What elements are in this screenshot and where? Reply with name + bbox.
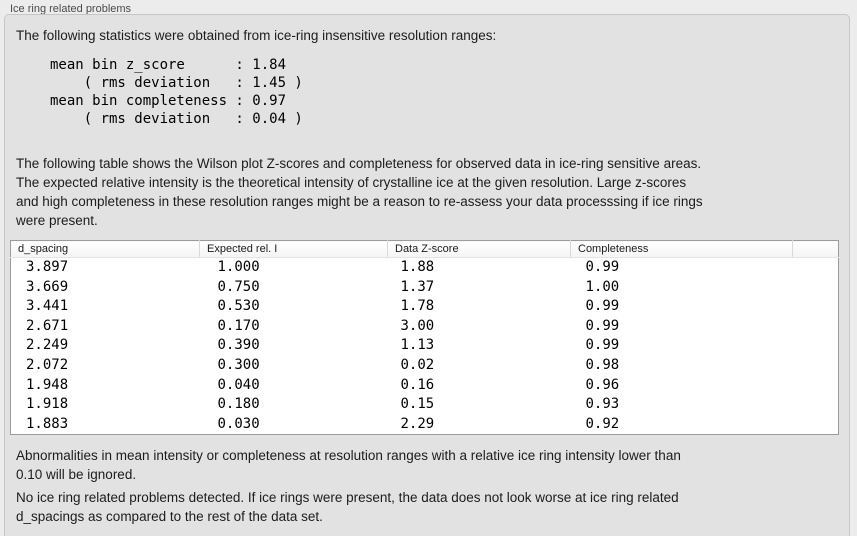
column-header-completeness[interactable]: Completeness [570,240,793,258]
table-cell: 1.37 [400,278,435,295]
table-cell [793,356,839,376]
table-cell: 0.98 [585,356,620,373]
table-cell [793,376,839,396]
table-cell: 0.16 [400,376,435,393]
table-row[interactable]: 2.249 0.390 1.13 0.99 [11,336,839,356]
table-cell: 1.883 [26,415,69,432]
table-cell: 1.000 [217,259,260,275]
table-cell: 3.00 [400,317,435,334]
table-cell: 0.530 [217,298,260,315]
table-cell: 2.249 [26,337,69,354]
table-cell: 0.300 [217,356,260,373]
table-cell: 1.13 [400,337,435,354]
table-cell [793,278,839,298]
table-cell: 0.96 [585,376,620,393]
table-cell: 1.88 [400,259,435,275]
table-cell [793,258,839,278]
table-cell: 2.29 [400,415,435,432]
table-cell [793,336,839,356]
table-cell [793,297,839,317]
table-row[interactable]: 2.072 0.300 0.02 0.98 [11,356,839,376]
stats-block: mean bin z_score : 1.84 ( rms deviation … [50,57,303,127]
table-row[interactable]: 3.441 0.530 1.78 0.99 [11,297,839,317]
column-header-expected-rel-i[interactable]: Expected rel. I [199,240,388,258]
table-cell: 0.99 [585,317,620,334]
ignore-note: Abnormalities in mean intensity or compl… [16,448,681,482]
panel-title: Ice ring related problems [10,3,132,15]
table-cell: 0.92 [585,415,620,432]
table-cell: 0.030 [217,415,260,432]
ice-ring-panel: The following statistics were obtained f… [4,14,850,536]
table-row[interactable]: 2.671 0.170 3.00 0.99 [11,317,839,337]
table-cell: 1.918 [26,396,69,413]
table-cell: 0.750 [217,278,260,295]
table-cell: 0.99 [585,337,620,354]
ice-ring-table[interactable]: d_spacing Expected rel. I Data Z-score C… [10,240,839,436]
table-cell: 0.180 [217,396,260,413]
table-cell: 3.897 [26,259,69,275]
table-cell: 1.78 [400,298,435,315]
table-cell: 3.669 [26,278,69,295]
table-cell: 1.00 [585,278,620,295]
table-cell [793,415,839,435]
table-header: d_spacing Expected rel. I Data Z-score C… [10,240,839,258]
table-cell: 0.390 [217,337,260,354]
table-cell: 2.072 [26,356,69,373]
table-cell [793,395,839,415]
column-header-d-spacing[interactable]: d_spacing [10,240,200,258]
table-row[interactable]: 1.948 0.040 0.16 0.96 [11,376,839,396]
table-cell: 0.02 [400,356,435,373]
table-row[interactable]: 3.669 0.750 1.37 1.00 [11,278,839,298]
table-cell: 3.441 [26,298,69,315]
table-row[interactable]: 3.897 1.000 1.88 0.99 [11,258,839,278]
column-header-data-z-score[interactable]: Data Z-score [387,240,571,258]
intro-text: The following statistics were obtained f… [16,28,497,43]
column-header-filler [792,240,839,258]
table-cell: 0.93 [585,396,620,413]
table-cell: 0.040 [217,376,260,393]
table-description: The following table shows the Wilson plo… [16,156,703,228]
table-cell: 0.99 [585,298,620,315]
table-cell: 0.15 [400,396,435,413]
conclusion-text: No ice ring related problems detected. I… [16,490,679,524]
table-row[interactable]: 1.918 0.180 0.15 0.93 [11,395,839,415]
table-cell: 0.170 [217,317,260,334]
table-cell: 1.948 [26,376,69,393]
table-cell [793,317,839,337]
table-cell: 0.99 [585,259,620,275]
ice-ring-table-body: 3.897 1.000 1.88 0.99 3.669 0.750 1.37 1.00 3.44… [11,258,839,435]
table-cell: 2.671 [26,317,69,334]
table-row[interactable]: 1.883 0.030 2.29 0.92 [11,415,839,435]
